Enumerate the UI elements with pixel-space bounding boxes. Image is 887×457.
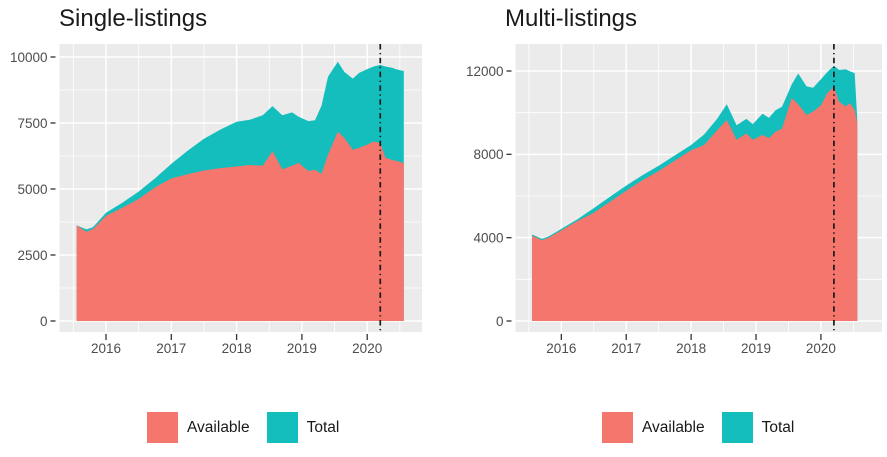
x-tick-label: 2016 bbox=[546, 341, 576, 356]
area-available bbox=[532, 87, 858, 321]
legend-label-total: Total bbox=[306, 418, 340, 436]
total-swatch bbox=[721, 412, 753, 443]
legend-item-available: Available bbox=[147, 412, 250, 443]
y-tick-label: 4000 bbox=[473, 230, 503, 245]
area-charts-canvas: 0 2500 5000 7500 10000 2016 2017 2018 2019 2020 0 4… bbox=[10, 44, 882, 356]
chart-title-single-listings: Single-listings bbox=[59, 5, 208, 32]
available-swatch bbox=[602, 412, 633, 443]
total-swatch bbox=[266, 412, 298, 443]
x-tick-label: 2019 bbox=[287, 341, 317, 356]
panel-1: 0 4000 8000 12000 2016 2017 2018 2019 2020 bbox=[466, 44, 882, 356]
axis-ticks: 0 2500 5000 7500 10000 2016 2017 2018 2019 2020 bbox=[10, 50, 382, 356]
y-tick-label: 5000 bbox=[17, 182, 47, 197]
chart-title-multi-listings: Multi-listings bbox=[505, 5, 638, 32]
y-tick-label: 0 bbox=[40, 314, 48, 329]
legend-item-total: Total bbox=[266, 412, 340, 443]
x-tick-label: 2019 bbox=[741, 341, 771, 356]
legend-item-available: Available bbox=[602, 412, 705, 443]
area-available bbox=[76, 131, 404, 321]
available-swatch bbox=[147, 412, 178, 443]
y-tick-label: 8000 bbox=[473, 147, 503, 162]
legend-multi-listings: Available Total bbox=[602, 412, 794, 443]
x-tick-label: 2018 bbox=[222, 341, 252, 356]
x-tick-label: 2017 bbox=[611, 341, 641, 356]
x-tick-label: 2020 bbox=[352, 341, 382, 356]
legend-single-listings: Available Total bbox=[147, 412, 339, 443]
x-tick-label: 2016 bbox=[91, 341, 121, 356]
y-tick-label: 10000 bbox=[10, 50, 48, 65]
legend-item-total: Total bbox=[721, 412, 795, 443]
x-tick-label: 2020 bbox=[806, 341, 836, 356]
panel-0: 0 2500 5000 7500 10000 2016 2017 2018 2019 2020 bbox=[10, 44, 422, 356]
x-tick-label: 2017 bbox=[156, 341, 186, 356]
legend-label-available: Available bbox=[642, 418, 705, 436]
y-tick-label: 0 bbox=[496, 314, 504, 329]
x-tick-label: 2018 bbox=[676, 341, 706, 356]
legend-label-total: Total bbox=[761, 418, 795, 436]
y-tick-label: 12000 bbox=[466, 64, 504, 79]
y-tick-label: 7500 bbox=[17, 116, 47, 131]
y-tick-label: 2500 bbox=[17, 248, 47, 263]
axis-ticks: 0 4000 8000 12000 2016 2017 2018 2019 2020 bbox=[466, 64, 836, 356]
legend-label-available: Available bbox=[187, 418, 250, 436]
